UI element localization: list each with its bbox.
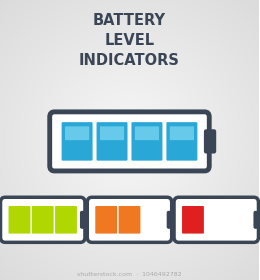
FancyBboxPatch shape	[205, 130, 215, 152]
FancyBboxPatch shape	[65, 126, 89, 140]
FancyBboxPatch shape	[81, 212, 87, 228]
FancyBboxPatch shape	[170, 126, 194, 140]
FancyBboxPatch shape	[135, 126, 159, 140]
FancyBboxPatch shape	[96, 122, 127, 161]
FancyBboxPatch shape	[87, 197, 172, 242]
FancyBboxPatch shape	[9, 206, 30, 234]
FancyBboxPatch shape	[55, 206, 77, 234]
Text: INDICATORS: INDICATORS	[79, 53, 180, 68]
FancyBboxPatch shape	[174, 197, 258, 242]
FancyBboxPatch shape	[62, 122, 93, 161]
FancyBboxPatch shape	[1, 197, 85, 242]
FancyBboxPatch shape	[119, 206, 140, 234]
Text: LEVEL: LEVEL	[105, 33, 154, 48]
FancyBboxPatch shape	[132, 122, 162, 161]
FancyBboxPatch shape	[50, 112, 209, 171]
FancyBboxPatch shape	[167, 212, 173, 228]
FancyBboxPatch shape	[32, 206, 54, 234]
FancyBboxPatch shape	[182, 206, 204, 234]
Text: BATTERY: BATTERY	[93, 13, 166, 28]
FancyBboxPatch shape	[95, 206, 117, 234]
FancyBboxPatch shape	[166, 122, 197, 161]
Text: shutterstock.com  ·  1046492782: shutterstock.com · 1046492782	[77, 272, 182, 277]
FancyBboxPatch shape	[100, 126, 124, 140]
FancyBboxPatch shape	[254, 212, 260, 228]
